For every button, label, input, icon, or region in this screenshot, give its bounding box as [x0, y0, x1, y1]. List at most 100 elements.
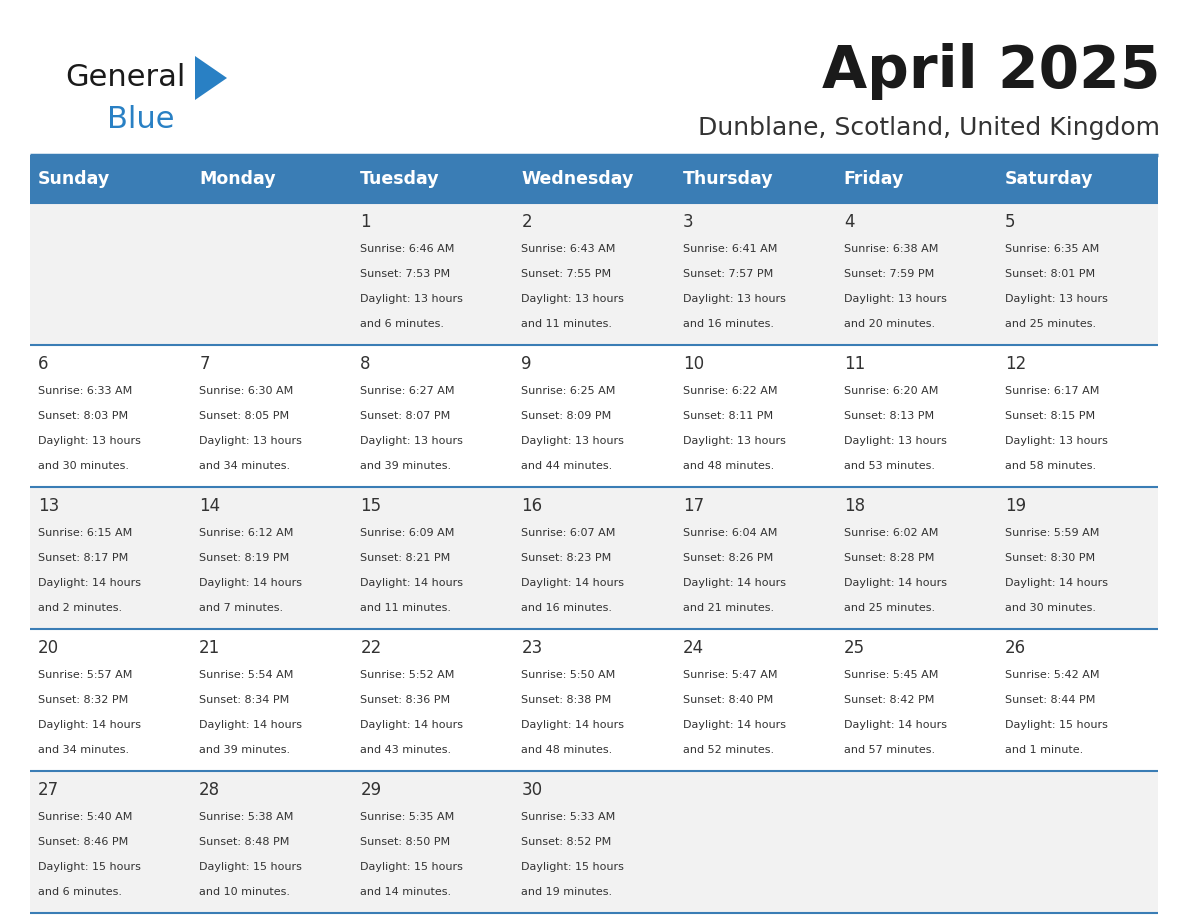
Text: Daylight: 13 hours: Daylight: 13 hours: [200, 436, 302, 446]
Text: Sunset: 8:05 PM: Sunset: 8:05 PM: [200, 411, 290, 421]
Text: 3: 3: [683, 213, 694, 231]
Text: 12: 12: [1005, 355, 1026, 373]
Text: and 21 minutes.: and 21 minutes.: [683, 603, 773, 612]
Text: and 19 minutes.: and 19 minutes.: [522, 887, 613, 897]
Text: Daylight: 14 hours: Daylight: 14 hours: [522, 577, 625, 588]
Text: Sunrise: 6:04 AM: Sunrise: 6:04 AM: [683, 528, 777, 538]
Text: 14: 14: [200, 497, 220, 515]
Text: Daylight: 14 hours: Daylight: 14 hours: [38, 720, 141, 730]
Text: 24: 24: [683, 639, 703, 657]
Text: Sunrise: 6:46 AM: Sunrise: 6:46 AM: [360, 244, 455, 254]
Text: Sunset: 8:40 PM: Sunset: 8:40 PM: [683, 695, 773, 705]
Text: Daylight: 13 hours: Daylight: 13 hours: [683, 436, 785, 446]
Text: Sunrise: 5:47 AM: Sunrise: 5:47 AM: [683, 670, 777, 680]
Text: Daylight: 13 hours: Daylight: 13 hours: [1005, 294, 1107, 304]
Text: Sunrise: 6:30 AM: Sunrise: 6:30 AM: [200, 386, 293, 397]
Text: Sunrise: 6:20 AM: Sunrise: 6:20 AM: [843, 386, 939, 397]
Bar: [30, 629, 1158, 771]
Text: Daylight: 14 hours: Daylight: 14 hours: [200, 720, 302, 730]
Text: Sunset: 8:32 PM: Sunset: 8:32 PM: [38, 695, 128, 705]
Text: and 48 minutes.: and 48 minutes.: [522, 744, 613, 755]
Text: Sunrise: 6:35 AM: Sunrise: 6:35 AM: [1005, 244, 1099, 254]
Text: 28: 28: [200, 781, 220, 799]
Text: Daylight: 14 hours: Daylight: 14 hours: [522, 720, 625, 730]
Text: Thursday: Thursday: [683, 170, 773, 188]
Text: Sunset: 8:21 PM: Sunset: 8:21 PM: [360, 553, 450, 563]
Text: Daylight: 14 hours: Daylight: 14 hours: [200, 577, 302, 588]
Text: Daylight: 13 hours: Daylight: 13 hours: [360, 294, 463, 304]
Text: Sunset: 8:50 PM: Sunset: 8:50 PM: [360, 837, 450, 847]
Text: Daylight: 14 hours: Daylight: 14 hours: [1005, 577, 1108, 588]
Text: 23: 23: [522, 639, 543, 657]
Text: 30: 30: [522, 781, 543, 799]
Text: Wednesday: Wednesday: [522, 170, 634, 188]
Bar: [30, 203, 1158, 345]
Bar: [30, 345, 1158, 487]
Text: 10: 10: [683, 355, 703, 373]
Text: and 20 minutes.: and 20 minutes.: [843, 319, 935, 329]
Text: Daylight: 15 hours: Daylight: 15 hours: [38, 862, 141, 872]
Text: 25: 25: [843, 639, 865, 657]
Text: Sunset: 8:46 PM: Sunset: 8:46 PM: [38, 837, 128, 847]
Text: Sunset: 8:17 PM: Sunset: 8:17 PM: [38, 553, 128, 563]
Text: Sunrise: 6:02 AM: Sunrise: 6:02 AM: [843, 528, 939, 538]
Text: Saturday: Saturday: [1005, 170, 1093, 188]
Text: Daylight: 15 hours: Daylight: 15 hours: [1005, 720, 1107, 730]
Text: Sunrise: 5:35 AM: Sunrise: 5:35 AM: [360, 812, 455, 823]
Text: 8: 8: [360, 355, 371, 373]
Text: 4: 4: [843, 213, 854, 231]
Text: Sunday: Sunday: [38, 170, 110, 188]
Text: Sunset: 8:38 PM: Sunset: 8:38 PM: [522, 695, 612, 705]
Text: Daylight: 13 hours: Daylight: 13 hours: [522, 294, 625, 304]
Text: Sunset: 8:26 PM: Sunset: 8:26 PM: [683, 553, 773, 563]
Text: Sunrise: 5:33 AM: Sunrise: 5:33 AM: [522, 812, 615, 823]
Text: and 44 minutes.: and 44 minutes.: [522, 461, 613, 471]
Text: Sunset: 8:19 PM: Sunset: 8:19 PM: [200, 553, 290, 563]
Text: Sunrise: 6:09 AM: Sunrise: 6:09 AM: [360, 528, 455, 538]
Text: Monday: Monday: [200, 170, 276, 188]
Text: and 16 minutes.: and 16 minutes.: [683, 319, 773, 329]
Text: and 10 minutes.: and 10 minutes.: [200, 887, 290, 897]
Text: 18: 18: [843, 497, 865, 515]
Text: General: General: [65, 63, 185, 93]
Text: Daylight: 15 hours: Daylight: 15 hours: [360, 862, 463, 872]
Text: and 2 minutes.: and 2 minutes.: [38, 603, 122, 612]
Text: Sunrise: 6:38 AM: Sunrise: 6:38 AM: [843, 244, 939, 254]
Text: and 34 minutes.: and 34 minutes.: [38, 744, 129, 755]
Text: Sunrise: 6:43 AM: Sunrise: 6:43 AM: [522, 244, 615, 254]
Text: Daylight: 15 hours: Daylight: 15 hours: [200, 862, 302, 872]
Text: 22: 22: [360, 639, 381, 657]
Text: Daylight: 14 hours: Daylight: 14 hours: [360, 577, 463, 588]
Text: Daylight: 13 hours: Daylight: 13 hours: [683, 294, 785, 304]
Text: Daylight: 13 hours: Daylight: 13 hours: [843, 294, 947, 304]
Text: Sunset: 8:52 PM: Sunset: 8:52 PM: [522, 837, 612, 847]
Text: Daylight: 14 hours: Daylight: 14 hours: [360, 720, 463, 730]
Text: Sunset: 7:57 PM: Sunset: 7:57 PM: [683, 269, 773, 279]
Text: Daylight: 13 hours: Daylight: 13 hours: [38, 436, 141, 446]
Text: and 39 minutes.: and 39 minutes.: [200, 744, 290, 755]
Bar: [30, 487, 1158, 629]
Text: Sunrise: 6:12 AM: Sunrise: 6:12 AM: [200, 528, 293, 538]
Text: 21: 21: [200, 639, 221, 657]
Text: 6: 6: [38, 355, 49, 373]
Text: 11: 11: [843, 355, 865, 373]
Text: Sunset: 8:28 PM: Sunset: 8:28 PM: [843, 553, 934, 563]
Text: and 30 minutes.: and 30 minutes.: [38, 461, 129, 471]
Text: Sunrise: 5:42 AM: Sunrise: 5:42 AM: [1005, 670, 1099, 680]
Text: 5: 5: [1005, 213, 1016, 231]
Text: 7: 7: [200, 355, 210, 373]
Text: and 11 minutes.: and 11 minutes.: [360, 603, 451, 612]
Text: Daylight: 13 hours: Daylight: 13 hours: [360, 436, 463, 446]
Text: and 25 minutes.: and 25 minutes.: [843, 603, 935, 612]
Text: Daylight: 14 hours: Daylight: 14 hours: [843, 720, 947, 730]
Text: 19: 19: [1005, 497, 1026, 515]
Text: and 6 minutes.: and 6 minutes.: [360, 319, 444, 329]
Text: Sunset: 8:09 PM: Sunset: 8:09 PM: [522, 411, 612, 421]
Text: Sunset: 7:55 PM: Sunset: 7:55 PM: [522, 269, 612, 279]
Text: Sunset: 8:36 PM: Sunset: 8:36 PM: [360, 695, 450, 705]
Bar: [30, 155, 1158, 203]
Text: Dunblane, Scotland, United Kingdom: Dunblane, Scotland, United Kingdom: [699, 116, 1159, 140]
Text: Sunset: 8:44 PM: Sunset: 8:44 PM: [1005, 695, 1095, 705]
Text: 26: 26: [1005, 639, 1026, 657]
Text: and 30 minutes.: and 30 minutes.: [1005, 603, 1095, 612]
